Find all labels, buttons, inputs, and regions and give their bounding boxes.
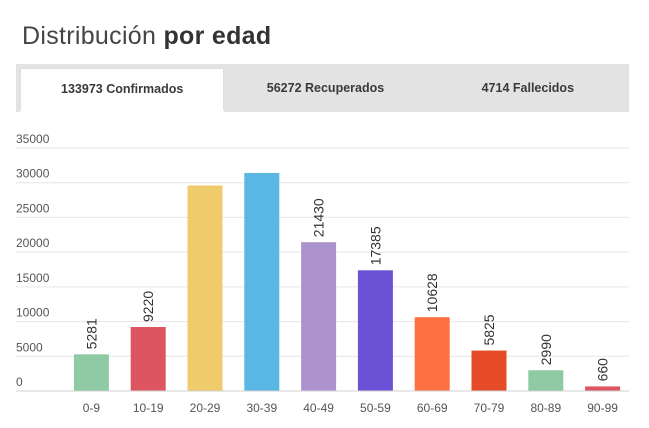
y-tick-label: 5000 <box>16 340 43 354</box>
data-label-0-9: 5281 <box>83 318 99 349</box>
bar-50-59[interactable] <box>357 270 393 391</box>
y-tick-label: 10000 <box>16 306 50 320</box>
age-distribution-chart: 0 5000 10000 15000 20000 25000 30000 35000 5281 0… <box>16 132 629 415</box>
bar-0-9[interactable] <box>73 354 109 391</box>
x-tick-label-0-9: 0-9 <box>83 401 101 415</box>
x-tick-label-20-29: 20-29 <box>190 401 221 415</box>
bar-60-69[interactable] <box>414 317 450 391</box>
data-label-70-79: 5825 <box>481 314 497 345</box>
data-label-10-19: 9220 <box>140 291 156 322</box>
data-label-50-59: 17385 <box>367 226 383 265</box>
tab-bar: 133973 Confirmados 56272 Recuperados 471… <box>16 64 629 112</box>
y-tick-label: 35000 <box>16 132 50 146</box>
y-tick-label: 15000 <box>16 271 50 285</box>
bar-40-49[interactable] <box>301 242 337 391</box>
bar-10-19[interactable] <box>130 326 166 391</box>
x-tick-label-90-99: 90-99 <box>587 401 618 415</box>
data-label-90-99: 660 <box>595 358 611 382</box>
data-label-80-89: 2990 <box>538 334 554 365</box>
bar-20-29[interactable] <box>187 185 223 391</box>
bar-90-99[interactable] <box>585 386 621 391</box>
title-bold: por edad <box>163 22 272 50</box>
bar-30-39[interactable] <box>244 172 280 391</box>
data-label-60-69: 10628 <box>424 273 440 312</box>
bar-70-79[interactable] <box>471 350 507 391</box>
y-tick-label: 30000 <box>16 167 50 181</box>
page-title: Distribución por edad <box>22 22 271 51</box>
x-tick-label-40-49: 40-49 <box>303 401 334 415</box>
title-light: Distribución <box>22 22 157 50</box>
y-tick-label: 0 <box>16 375 23 389</box>
x-tick-label-30-39: 30-39 <box>246 401 277 415</box>
bar-80-89[interactable] <box>528 370 564 391</box>
tab-recuperados[interactable]: 56272 Recuperados <box>266 81 385 95</box>
x-tick-label-60-69: 60-69 <box>417 401 448 415</box>
data-label-40-49: 21430 <box>311 198 327 237</box>
x-tick-label-10-19: 10-19 <box>133 401 164 415</box>
y-tick-label: 25000 <box>16 201 50 215</box>
tab-fallecidos[interactable]: 4714 Fallecidos <box>481 81 575 95</box>
x-tick-label-70-79: 70-79 <box>474 401 505 415</box>
y-tick-label: 20000 <box>16 236 50 250</box>
tab-confirmados[interactable]: 133973 Confirmados <box>20 68 225 112</box>
x-tick-label-50-59: 50-59 <box>360 401 391 415</box>
x-tick-label-80-89: 80-89 <box>530 401 561 415</box>
